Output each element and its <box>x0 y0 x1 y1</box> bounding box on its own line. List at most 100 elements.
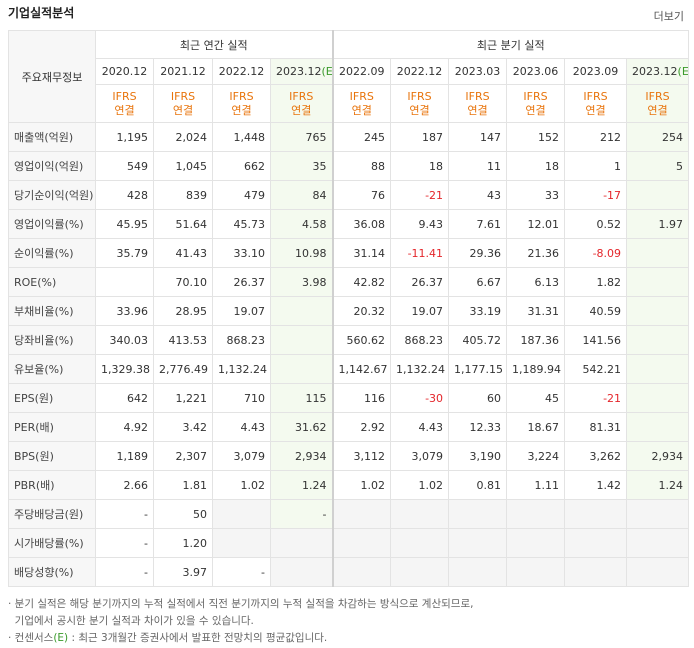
row-label: 부채비율(%) <box>8 296 96 326</box>
row-label: 순이익률(%) <box>8 238 96 268</box>
data-row: 시가배당률(%) -1.20 <box>8 528 690 558</box>
row-label: 당기순이익(억원) <box>8 180 96 210</box>
data-cell: 20.32 <box>331 296 392 326</box>
row-label: 당좌비율(%) <box>8 325 96 355</box>
data-cell <box>626 499 690 529</box>
data-cell: 0.52 <box>564 209 628 239</box>
note-line: · 컨센서스(E) : 최근 3개월간 증권사에서 발표한 전망치의 평균값입니… <box>8 630 473 647</box>
section-title: 기업실적분석 <box>8 6 75 20</box>
data-cell: 3,079 <box>390 441 450 471</box>
data-row: 매출액(억원) 1,195 2,024 1,448 765 245 187 147 152 212… <box>8 122 690 152</box>
data-cell: 2,776.49 <box>153 354 213 384</box>
data-cell: -8.09 <box>564 238 628 268</box>
data-cell: 710 <box>212 383 271 413</box>
data-cell: 2,934 <box>269 441 334 471</box>
period-date: 2023.12 <box>632 65 678 78</box>
period-date: 2022.12 <box>396 65 443 78</box>
data-cell: 187 <box>390 122 450 152</box>
data-row: 영업이익(억원) 549 1,045 662 35 88 18 11 18 1 5 <box>8 151 690 181</box>
ifrs-label: IFRS <box>112 89 137 103</box>
row-label: 시가배당률(%) <box>8 528 96 558</box>
data-cell: 1.24 <box>269 470 334 500</box>
data-cell: 1.11 <box>506 470 566 500</box>
group-header: 최근 연간 실적 <box>94 30 334 59</box>
data-row: 부채비율(%) 33.96 28.95 19.07 20.32 19.07 33.19 31.… <box>8 296 690 326</box>
data-cell: 45 <box>506 383 566 413</box>
data-cell: 868.23 <box>212 325 271 355</box>
data-cell: 212 <box>564 122 628 152</box>
note-line: 기업에서 공시한 분기 실적과 차이가 있을 수 있습니다. <box>8 613 473 630</box>
data-cell: 2,307 <box>153 441 213 471</box>
data-row: 주당배당금(원) -50- <box>8 499 690 529</box>
data-cell: 1.02 <box>331 470 392 500</box>
standard-header: IFRS 연결 <box>95 84 154 123</box>
row-label: 영업이익(억원) <box>8 151 96 181</box>
data-cell: - <box>95 499 154 529</box>
data-cell: 1.81 <box>153 470 213 500</box>
period-date: 2023.03 <box>454 65 501 78</box>
data-cell: 3,224 <box>506 441 566 471</box>
data-cell <box>269 528 334 558</box>
data-cell: 29.36 <box>448 238 508 268</box>
data-cell <box>269 354 334 384</box>
data-cell: 51.64 <box>153 209 213 239</box>
standard-header: IFRS 연결 <box>269 84 334 123</box>
period-header: 2023.03 <box>448 58 508 85</box>
data-cell: 45.73 <box>212 209 271 239</box>
data-cell: 26.37 <box>390 267 450 297</box>
data-cell: 9.43 <box>390 209 450 239</box>
data-cell: - <box>269 499 334 529</box>
data-cell <box>331 499 392 529</box>
group-header: 최근 분기 실적 <box>331 30 690 59</box>
scope-label: 연결 <box>409 103 430 117</box>
scope-label: 연결 <box>291 103 312 117</box>
header-row: IFRS 연결 IFRS 연결 IFRS 연결 IFRS 연결 IFRS 연결 IFRS 연결 IFRS… <box>9 84 690 123</box>
row-label: 영업이익률(%) <box>8 209 96 239</box>
ifrs-label: IFRS <box>523 89 548 103</box>
period-header: 2023.12(E) <box>626 58 690 85</box>
scope-label: 연결 <box>647 103 668 117</box>
data-cell <box>331 528 392 558</box>
data-cell: 2.92 <box>331 412 392 442</box>
data-cell: - <box>95 528 154 558</box>
data-cell <box>269 296 334 326</box>
data-cell: 43 <box>448 180 508 210</box>
data-cell <box>626 180 690 210</box>
period-header: 2023.12(E) <box>269 58 334 85</box>
row-label: 매출액(억원) <box>8 122 96 152</box>
scope-label: 연결 <box>231 103 252 117</box>
data-cell <box>506 528 566 558</box>
data-cell: 1 <box>564 151 628 181</box>
data-cell: 413.53 <box>153 325 213 355</box>
data-cell: 18 <box>390 151 450 181</box>
data-cell: 12.01 <box>506 209 566 239</box>
data-cell <box>626 325 690 355</box>
period-header: 2022.12 <box>212 58 271 85</box>
data-cell <box>269 325 334 355</box>
more-link[interactable]: 더보기 <box>653 10 684 23</box>
corner-header: 주요재무정보 <box>8 30 96 123</box>
ifrs-label: IFRS <box>349 89 374 103</box>
data-cell <box>269 557 334 587</box>
header-row: 2020.122021.122022.122023.12(E)2022.0920… <box>9 58 690 85</box>
row-label: 주당배당금(원) <box>8 499 96 529</box>
data-cell: 1,329.38 <box>95 354 154 384</box>
data-cell: 3,190 <box>448 441 508 471</box>
data-cell: 1,142.67 <box>331 354 392 384</box>
data-cell <box>212 499 271 529</box>
data-cell <box>506 557 566 587</box>
period-header: 2023.09 <box>564 58 628 85</box>
data-cell: 21.36 <box>506 238 566 268</box>
data-row: 유보율(%) 1,329.38 2,776.49 1,132.24 1,142.67 1,… <box>8 354 690 384</box>
data-row: 당좌비율(%) 340.03 413.53 868.23 560.62 868.23 405… <box>8 325 690 355</box>
data-cell <box>390 499 450 529</box>
note-text: (E) <box>53 632 69 644</box>
data-cell <box>626 238 690 268</box>
data-cell: 147 <box>448 122 508 152</box>
data-row: BPS(원) 1,189 2,307 3,079 2,934 3,112 3,079 3,19… <box>8 441 690 471</box>
data-cell: 152 <box>506 122 566 152</box>
data-cell: 141.56 <box>564 325 628 355</box>
data-cell: 40.59 <box>564 296 628 326</box>
data-cell: 4.43 <box>390 412 450 442</box>
period-date: 2022.09 <box>339 65 385 78</box>
